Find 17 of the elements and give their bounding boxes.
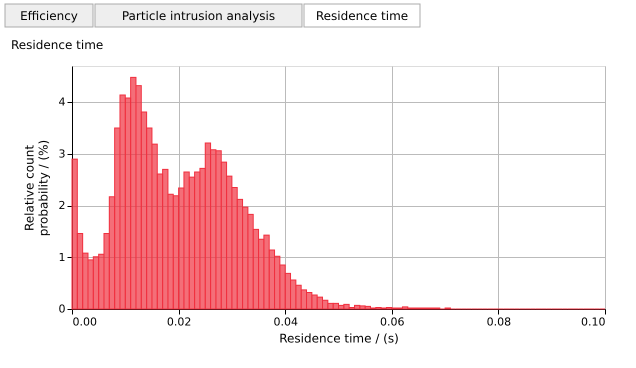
text: Particle intrusion analysis (122, 9, 276, 23)
chart-title: Residence time (11, 38, 104, 52)
x-axis-title: Residence time / (s) (279, 332, 399, 346)
x-tick-label: 0.06 (380, 316, 405, 328)
text: Residence time (316, 9, 408, 23)
x-tick-label: 0.10 (581, 316, 606, 328)
text: Efficiency (20, 9, 78, 23)
y-tick-label: 4 (58, 96, 66, 109)
x-tick-label: 0.04 (273, 316, 298, 328)
y-tick-label: 1 (58, 250, 66, 264)
y-tick-label: 2 (58, 199, 66, 212)
y-tick-label: 0 (58, 302, 66, 316)
y-axis-title: Relative count probability / (%) (22, 140, 50, 236)
x-tick-label: 0.00 (72, 316, 97, 328)
x-tick-label: 0.02 (166, 316, 192, 328)
x-tick-label: 0.08 (486, 316, 512, 328)
y-tick-label: 3 (58, 147, 66, 160)
